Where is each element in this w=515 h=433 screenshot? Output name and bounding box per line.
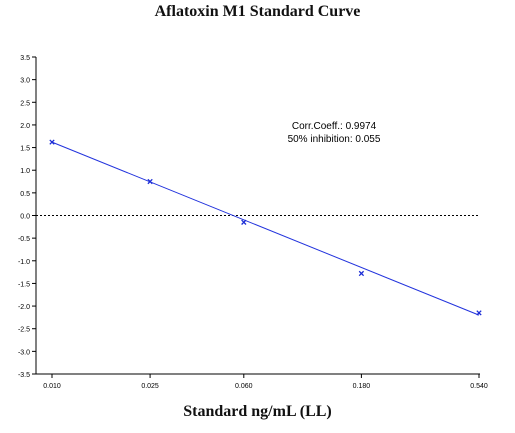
y-tick-label: 2.5 bbox=[20, 100, 30, 107]
fit-line bbox=[51, 141, 480, 316]
y-tick-label: -1.5 bbox=[18, 281, 30, 288]
data-points bbox=[49, 139, 482, 316]
y-tick-label: -3.0 bbox=[18, 349, 30, 356]
y-tick-label: 0.0 bbox=[20, 214, 30, 221]
x-tick-label: 0.180 bbox=[353, 383, 371, 390]
x-tick-label: 0.025 bbox=[141, 383, 159, 390]
y-tick-label: -2.0 bbox=[18, 304, 30, 311]
inhibition-annotation: 50% inhibition: 0.055 bbox=[288, 134, 381, 145]
data-point bbox=[49, 139, 55, 145]
point-stroke bbox=[49, 139, 55, 145]
data-point bbox=[476, 310, 482, 316]
x-tick-label: 0.540 bbox=[470, 383, 488, 390]
y-tick-label: 0.5 bbox=[20, 191, 30, 198]
y-tick-label: 1.0 bbox=[20, 168, 30, 175]
y-tick-label: 3.5 bbox=[20, 55, 30, 62]
y-tick-label: -3.5 bbox=[18, 372, 30, 379]
chart-title: Aflatoxin M1 Standard Curve bbox=[154, 3, 361, 20]
data-point bbox=[241, 219, 247, 225]
y-axis: 3.5 3.0 2.5 2.0 1.5 1.0 0.5 0.0 -0.5 -1.0 -1.5 -2.0… bbox=[18, 55, 37, 379]
y-tick-label: 2.0 bbox=[20, 123, 30, 130]
y-tick-label: -1.0 bbox=[18, 259, 30, 266]
y-tick-label: -2.5 bbox=[18, 327, 30, 334]
fit-line-group bbox=[51, 141, 480, 316]
point-stroke bbox=[358, 270, 365, 277]
point-stroke bbox=[147, 178, 153, 185]
x-tick-label: 0.010 bbox=[43, 383, 61, 390]
x-axis-label: Standard ng/mL (LL) bbox=[183, 403, 332, 420]
x-tick-label: 0.060 bbox=[235, 383, 253, 390]
corr-coeff-annotation: Corr.Coeff.: 0.9974 bbox=[292, 121, 377, 132]
x-axis: 0.010 0.025 0.060 0.180 0.540 bbox=[36, 373, 488, 390]
y-tick-label: 1.5 bbox=[20, 146, 30, 153]
y-tick-label: 3.0 bbox=[20, 78, 30, 85]
y-tick-label: -0.5 bbox=[18, 236, 30, 243]
data-point bbox=[147, 178, 153, 185]
data-point bbox=[358, 270, 365, 277]
point-stroke bbox=[241, 219, 247, 225]
point-stroke bbox=[476, 310, 482, 316]
